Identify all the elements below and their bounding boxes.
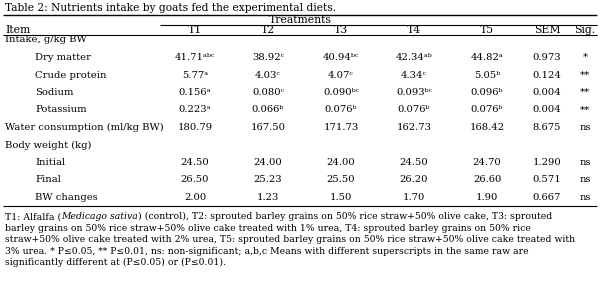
Text: 0.076ᵇ: 0.076ᵇ bbox=[471, 105, 503, 114]
Text: Item: Item bbox=[5, 25, 30, 35]
Text: T5: T5 bbox=[480, 25, 494, 35]
Text: Treatments: Treatments bbox=[269, 15, 331, 25]
Text: barley grains on 50% rice straw+50% olive cake treated with 1% urea, T4: sproute: barley grains on 50% rice straw+50% oliv… bbox=[5, 224, 531, 233]
Text: Crude protein: Crude protein bbox=[35, 71, 107, 79]
Text: 162.73: 162.73 bbox=[397, 123, 431, 132]
Text: 5.05ᵇ: 5.05ᵇ bbox=[474, 71, 500, 79]
Text: Sig.: Sig. bbox=[574, 25, 596, 35]
Text: Dry matter: Dry matter bbox=[35, 53, 91, 62]
Text: 0.090ᵇᶜ: 0.090ᵇᶜ bbox=[323, 88, 359, 97]
Text: 25.50: 25.50 bbox=[326, 175, 355, 184]
Text: 8.675: 8.675 bbox=[533, 123, 561, 132]
Text: ns: ns bbox=[579, 158, 591, 167]
Text: 0.093ᵇᶜ: 0.093ᵇᶜ bbox=[396, 88, 432, 97]
Text: ) (control), T2: sprouted barley grains on 50% rice straw+50% olive cake, T3: sp: ) (control), T2: sprouted barley grains … bbox=[138, 212, 552, 221]
Text: straw+50% olive cake treated with 2% urea, T5: sprouted barley grains on 50% ric: straw+50% olive cake treated with 2% ure… bbox=[5, 235, 575, 244]
Text: 41.71ᵃᵇᶜ: 41.71ᵃᵇᶜ bbox=[175, 53, 215, 62]
Text: T1: Alfalfa (: T1: Alfalfa ( bbox=[5, 212, 61, 221]
Text: significantly different at (P≤0.05) or (P≤0.01).: significantly different at (P≤0.05) or (… bbox=[5, 258, 226, 267]
Text: 0.076ᵇ: 0.076ᵇ bbox=[325, 105, 357, 114]
Text: T4: T4 bbox=[407, 25, 421, 35]
Text: 38.92ᶜ: 38.92ᶜ bbox=[252, 53, 284, 62]
Text: ns: ns bbox=[579, 193, 591, 202]
Text: BW changes: BW changes bbox=[35, 193, 98, 202]
Text: Body weight (kg): Body weight (kg) bbox=[5, 140, 91, 150]
Text: 0.124: 0.124 bbox=[533, 71, 562, 79]
Text: 0.223ᵃ: 0.223ᵃ bbox=[179, 105, 211, 114]
Text: Medicago sativa: Medicago sativa bbox=[61, 212, 138, 221]
Text: 24.00: 24.00 bbox=[326, 158, 355, 167]
Text: ns: ns bbox=[579, 175, 591, 184]
Text: 1.90: 1.90 bbox=[476, 193, 498, 202]
Text: **: ** bbox=[580, 88, 590, 97]
Text: Table 2: Nutrients intake by goats fed the experimental diets.: Table 2: Nutrients intake by goats fed t… bbox=[5, 3, 336, 13]
Text: 180.79: 180.79 bbox=[178, 123, 212, 132]
Text: 1.50: 1.50 bbox=[330, 193, 352, 202]
Text: 26.60: 26.60 bbox=[473, 175, 501, 184]
Text: Final: Final bbox=[35, 175, 61, 184]
Text: **: ** bbox=[580, 105, 590, 114]
Text: 168.42: 168.42 bbox=[469, 123, 505, 132]
Text: 0.667: 0.667 bbox=[533, 193, 561, 202]
Text: 0.973: 0.973 bbox=[533, 53, 562, 62]
Text: T3: T3 bbox=[334, 25, 348, 35]
Text: 4.07ᶜ: 4.07ᶜ bbox=[328, 71, 354, 79]
Text: T2: T2 bbox=[261, 25, 275, 35]
Text: 0.076ᵇ: 0.076ᵇ bbox=[398, 105, 430, 114]
Text: 0.080ᶜ: 0.080ᶜ bbox=[252, 88, 284, 97]
Text: **: ** bbox=[580, 71, 590, 79]
Text: Intake, g/kg BW: Intake, g/kg BW bbox=[5, 36, 87, 45]
Text: 1.23: 1.23 bbox=[257, 193, 279, 202]
Text: 0.571: 0.571 bbox=[533, 175, 562, 184]
Text: SEM: SEM bbox=[533, 25, 560, 35]
Text: 171.73: 171.73 bbox=[323, 123, 359, 132]
Text: 5.77ᵃ: 5.77ᵃ bbox=[182, 71, 208, 79]
Text: Potassium: Potassium bbox=[35, 105, 86, 114]
Text: 1.290: 1.290 bbox=[533, 158, 562, 167]
Text: 4.03ᶜ: 4.03ᶜ bbox=[255, 71, 281, 79]
Text: 2.00: 2.00 bbox=[184, 193, 206, 202]
Text: ns: ns bbox=[579, 123, 591, 132]
Text: 24.50: 24.50 bbox=[181, 158, 209, 167]
Text: 1.70: 1.70 bbox=[403, 193, 425, 202]
Text: Initial: Initial bbox=[35, 158, 65, 167]
Text: 167.50: 167.50 bbox=[251, 123, 286, 132]
Text: T1: T1 bbox=[188, 25, 202, 35]
Text: 42.34ᵃᵇ: 42.34ᵃᵇ bbox=[395, 53, 433, 62]
Text: 0.004: 0.004 bbox=[533, 88, 562, 97]
Text: 24.00: 24.00 bbox=[254, 158, 283, 167]
Text: 0.156ᵃ: 0.156ᵃ bbox=[179, 88, 211, 97]
Text: Sodium: Sodium bbox=[35, 88, 74, 97]
Text: 0.096ᵇ: 0.096ᵇ bbox=[471, 88, 503, 97]
Text: 26.20: 26.20 bbox=[400, 175, 428, 184]
Text: 4.34ᶜ: 4.34ᶜ bbox=[401, 71, 427, 79]
Text: Water consumption (ml/kg BW): Water consumption (ml/kg BW) bbox=[5, 123, 164, 132]
Text: 3% urea. * P≤0.05, ** P≤0.01, ns: non-significant; a,b,c Means with different su: 3% urea. * P≤0.05, ** P≤0.01, ns: non-si… bbox=[5, 247, 529, 256]
Text: 40.94ᵇᶜ: 40.94ᵇᶜ bbox=[323, 53, 359, 62]
Text: 26.50: 26.50 bbox=[181, 175, 209, 184]
Text: 0.004: 0.004 bbox=[533, 105, 562, 114]
Text: 44.82ᵃ: 44.82ᵃ bbox=[470, 53, 503, 62]
Text: 0.066ᵇ: 0.066ᵇ bbox=[252, 105, 284, 114]
Text: 24.70: 24.70 bbox=[473, 158, 502, 167]
Text: 24.50: 24.50 bbox=[400, 158, 428, 167]
Text: *: * bbox=[583, 53, 587, 62]
Text: 25.23: 25.23 bbox=[254, 175, 283, 184]
